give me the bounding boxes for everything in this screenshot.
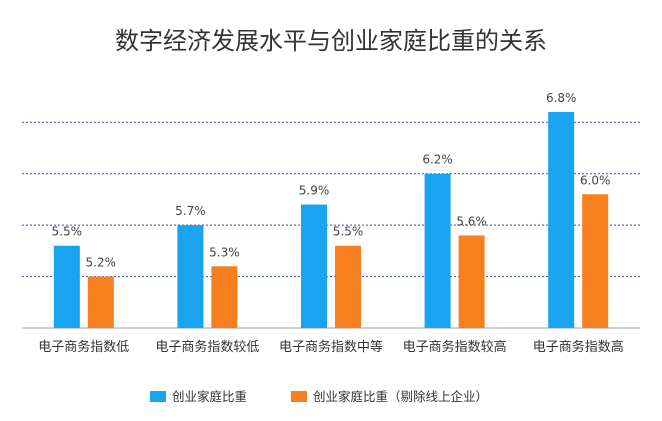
data-label-series1-0: 5.2% <box>86 256 117 270</box>
legend-swatch-0 <box>150 391 166 402</box>
bar-series0-0 <box>53 245 80 328</box>
data-label-series0-0: 5.5% <box>52 225 83 239</box>
data-label-series1-4: 6.0% <box>580 173 611 187</box>
category-label-2: 电子商务指数中等 <box>279 339 383 355</box>
category-labels: 电子商务指数低 电子商务指数较低 电子商务指数中等 电子商务指数较高 电子商务指数高 <box>38 339 623 355</box>
legend: 创业家庭比重 创业家庭比重（剔除线上企业） <box>150 389 488 404</box>
data-label-series0-2: 5.9% <box>299 184 330 198</box>
gridlines <box>22 121 640 329</box>
data-label-series0-1: 5.7% <box>175 204 206 218</box>
bar-series1-3 <box>458 235 485 328</box>
bar-series0-3 <box>424 173 451 328</box>
data-label-series0-4: 6.8% <box>546 91 577 105</box>
data-label-series0-3: 6.2% <box>422 153 453 167</box>
bar-series1-2 <box>335 245 361 328</box>
category-label-3: 电子商务指数较高 <box>403 339 507 355</box>
bar-series1-4 <box>582 194 609 328</box>
category-label-4: 电子商务指数高 <box>533 339 624 355</box>
legend-swatch-1 <box>291 391 307 402</box>
bar-series1-0 <box>87 276 114 328</box>
data-label-series1-2: 5.5% <box>333 225 364 239</box>
bar-series0-2 <box>301 204 327 328</box>
chart-title: 数字经济发展水平与创业家庭比重的关系 <box>115 27 547 55</box>
bar-series1-1 <box>211 266 238 328</box>
legend-label-1: 创业家庭比重（剔除线上企业） <box>313 389 488 404</box>
bars: 5.5% 5.2% 5.7% 5.3% 5.9% 5.5% 6.2% 5.6% 6.8% 6.0% <box>52 91 611 328</box>
data-label-series1-3: 5.6% <box>456 214 487 228</box>
category-label-1: 电子商务指数较低 <box>155 339 259 355</box>
bar-series0-4 <box>548 112 575 328</box>
data-label-series1-1: 5.3% <box>209 245 240 259</box>
category-label-0: 电子商务指数低 <box>38 339 129 355</box>
bar-series0-1 <box>177 225 204 328</box>
legend-label-0: 创业家庭比重 <box>172 389 247 404</box>
